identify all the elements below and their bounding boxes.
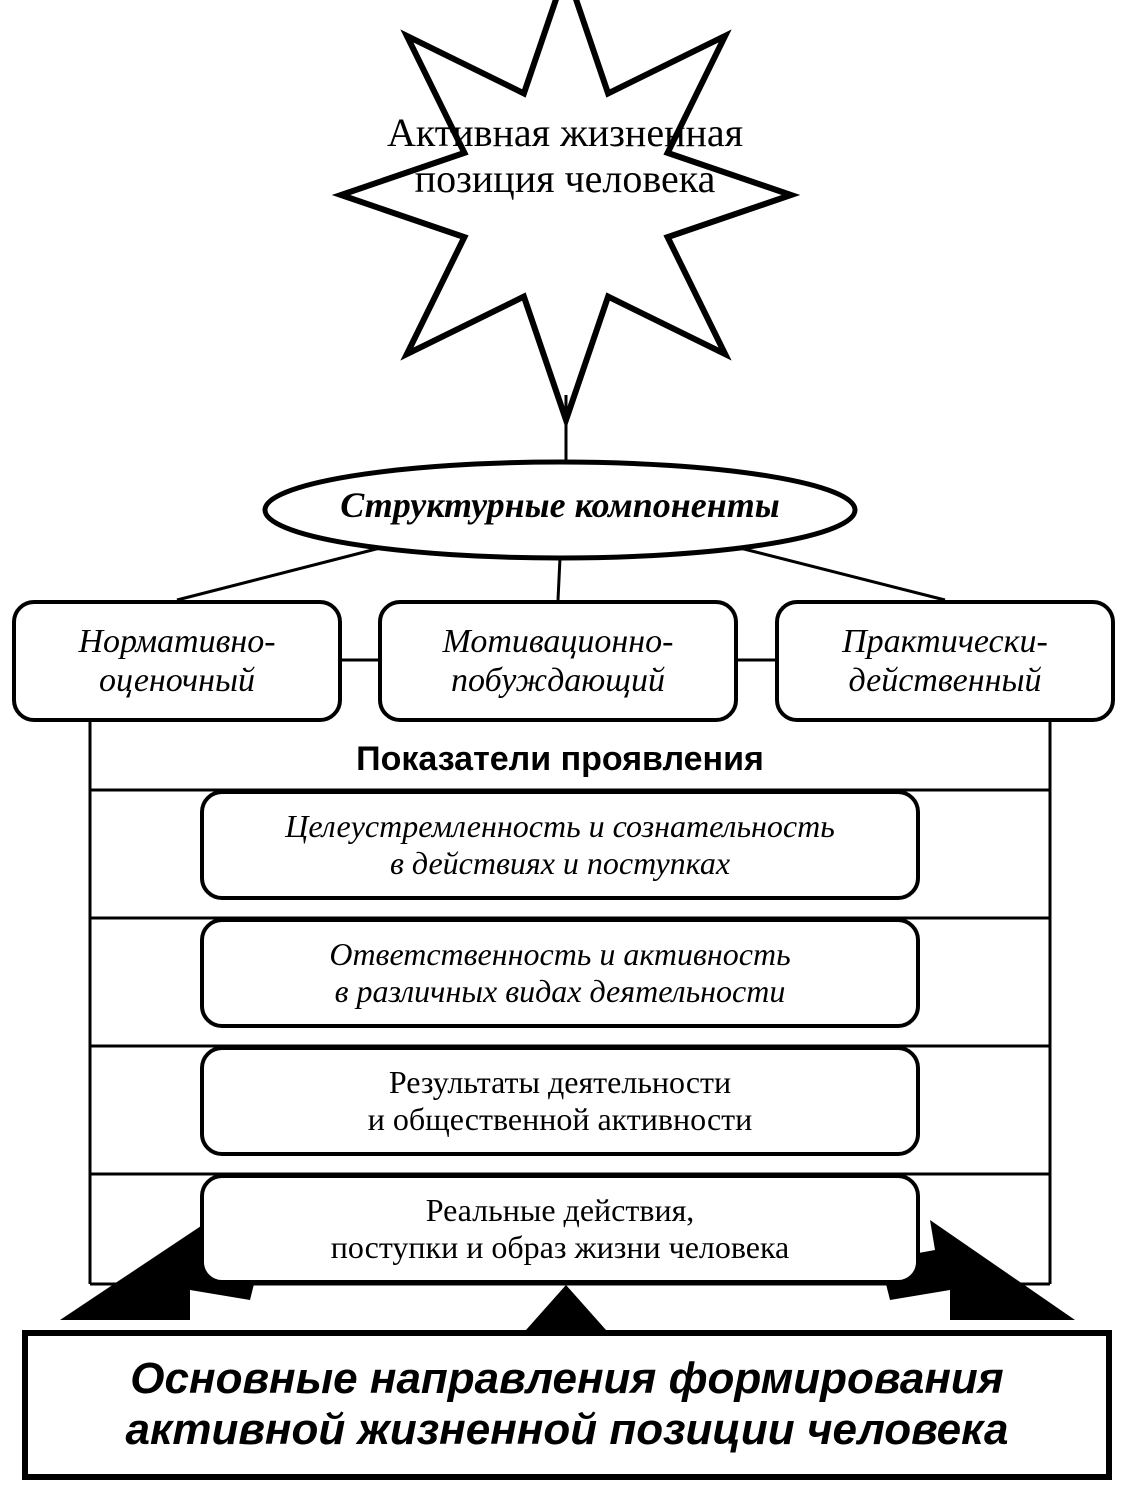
component-normative: Нормативно- оценочный xyxy=(12,600,342,722)
indicator-actions: Реальные действия, поступки и образ жизн… xyxy=(200,1174,920,1284)
indicator-responsibility: Ответственность и активность в различных… xyxy=(200,918,920,1028)
indicator-results: Результаты деятельности и общественной а… xyxy=(200,1046,920,1156)
star-shape xyxy=(341,0,791,420)
component-motivational: Мотивационно- побуждающий xyxy=(378,600,738,722)
indicator-purposefulness: Целеустремленность и сознательность в де… xyxy=(200,790,920,900)
ellipse-title: Структурные компоненты xyxy=(280,485,840,526)
diagram-canvas: Активная жизненная позиция человека Стру… xyxy=(0,0,1133,1492)
bottom-directions: Основные направления формирования активн… xyxy=(22,1330,1112,1480)
star-title: Активная жизненная позиция человека xyxy=(380,110,750,202)
indicators-heading: Показатели проявления xyxy=(260,740,860,779)
component-practical: Практически- действенный xyxy=(775,600,1115,722)
arrow-center xyxy=(526,1285,606,1330)
